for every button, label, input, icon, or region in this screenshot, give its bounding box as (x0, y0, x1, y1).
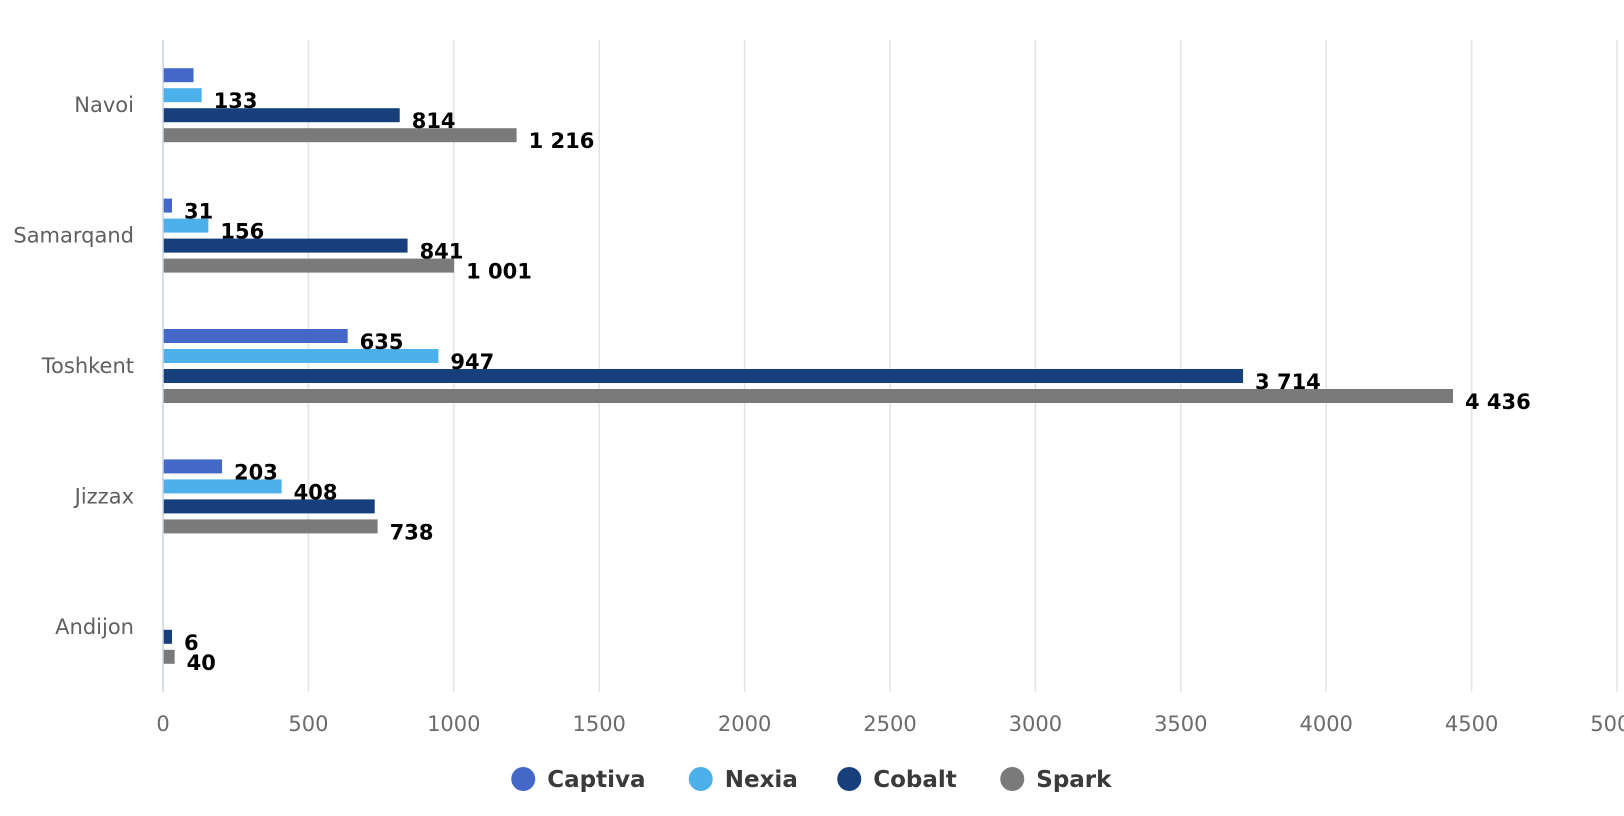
x-tick-label: 1500 (572, 712, 625, 736)
legend-label-spark: Spark (1036, 767, 1112, 793)
data-label-cobalt-samarqand: 841 (420, 240, 464, 264)
data-label-spark-samarqand: 1 001 (466, 260, 532, 284)
bar-cobalt-andijon (163, 629, 173, 644)
data-label-spark-andijon: 40 (187, 651, 216, 675)
category-label-jizzax: Jizzax (73, 484, 134, 508)
x-tick-label: 5000 (1590, 712, 1624, 736)
category-label-toshkent: Toshkent (41, 354, 134, 378)
bars (163, 68, 1453, 664)
bar-captiva-jizzax (163, 459, 223, 474)
x-tick-label: 4500 (1445, 712, 1498, 736)
grid (307, 40, 1618, 692)
data-label-nexia-toshkent: 947 (450, 350, 494, 374)
data-label-nexia-jizzax: 408 (294, 480, 338, 504)
data-label-cobalt-toshkent: 3 714 (1255, 370, 1321, 394)
legend-label-captiva: Captiva (547, 767, 645, 793)
bar-spark-toshkent (163, 389, 1453, 403)
bar-cobalt-jizzax (163, 499, 375, 514)
bar-captiva-samarqand (163, 198, 173, 213)
bar-cobalt-navoi (163, 108, 400, 123)
data-label-captiva-jizzax: 203 (234, 460, 278, 484)
x-tick-label: 2500 (863, 712, 916, 736)
category-label-samarqand: Samarqand (13, 224, 134, 248)
bar-captiva-toshkent (163, 329, 348, 343)
data-label-spark-toshkent: 4 436 (1465, 390, 1531, 414)
bar-nexia-samarqand (163, 218, 209, 233)
bar-spark-navoi (163, 128, 517, 143)
legend-marker-captiva (511, 767, 536, 791)
data-label-spark-jizzax: 738 (390, 520, 434, 544)
data-label-cobalt-navoi: 814 (412, 109, 456, 133)
data-label-cobalt-andijon: 6 (184, 631, 199, 655)
x-tick-label: 500 (288, 712, 328, 736)
legend-marker-nexia (688, 767, 713, 791)
x-tick-label: 0 (156, 712, 169, 736)
bar-spark-jizzax (163, 519, 378, 534)
data-label-captiva-samarqand: 31 (184, 200, 213, 224)
axes: 0 500 1000 1500 2000 2500 3000 3500 4000 4500 5000… (13, 40, 1624, 736)
x-tick-label: 1000 (427, 712, 480, 736)
category-label-navoi: Navoi (74, 93, 134, 117)
data-label-nexia-navoi: 133 (214, 89, 258, 113)
legend-marker-spark (1000, 767, 1025, 791)
legend-label-nexia: Nexia (725, 767, 798, 793)
x-tick-label: 2000 (718, 712, 771, 736)
bar-nexia-toshkent (163, 349, 439, 363)
x-tick-label: 3000 (1009, 712, 1062, 736)
bar-captiva-navoi (163, 68, 194, 83)
x-tick-label: 4000 (1299, 712, 1352, 736)
bar-nexia-navoi (163, 88, 202, 103)
legend: Captiva Nexia Cobalt Spark (511, 767, 1112, 793)
bar-spark-samarqand (163, 258, 455, 273)
legend-marker-cobalt (837, 767, 862, 791)
category-label-andijon: Andijon (55, 615, 134, 639)
bar-cobalt-samarqand (163, 238, 408, 253)
bar-spark-andijon (163, 649, 175, 664)
bar-cobalt-toshkent (163, 369, 1244, 383)
legend-label-cobalt: Cobalt (873, 767, 957, 793)
data-label-nexia-samarqand: 156 (220, 220, 264, 244)
data-label-spark-navoi: 1 216 (529, 129, 595, 153)
x-tick-label: 3500 (1154, 712, 1207, 736)
data-label-captiva-toshkent: 635 (360, 330, 404, 354)
bar-nexia-jizzax (163, 479, 282, 494)
